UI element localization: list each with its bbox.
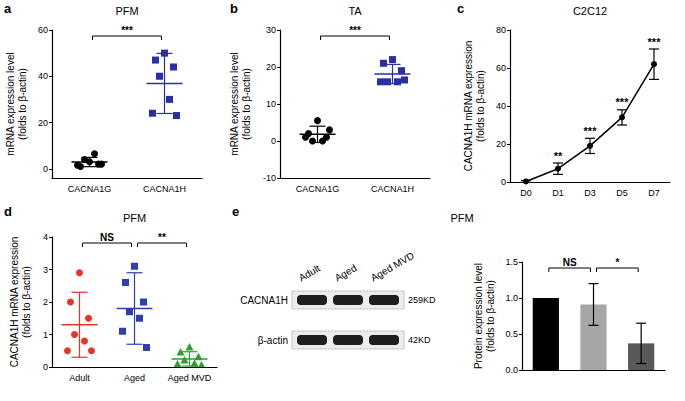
svg-text:CACNA1G: CACNA1G bbox=[68, 184, 112, 194]
svg-text:***: *** bbox=[349, 25, 361, 36]
svg-text:0: 0 bbox=[43, 362, 48, 372]
svg-text:mRNA expression level: mRNA expression level bbox=[229, 52, 240, 155]
svg-text:60: 60 bbox=[38, 25, 48, 35]
svg-text:42KD: 42KD bbox=[408, 335, 431, 345]
svg-text:0.0: 0.0 bbox=[505, 365, 518, 375]
svg-text:0.5: 0.5 bbox=[505, 329, 518, 339]
svg-text:Aged: Aged bbox=[124, 373, 145, 383]
svg-text:PFM: PFM bbox=[115, 5, 138, 17]
svg-text:(folds to β-actin): (folds to β-actin) bbox=[485, 280, 496, 352]
svg-text:CACNA1H: CACNA1H bbox=[143, 184, 186, 194]
svg-text:60: 60 bbox=[496, 63, 506, 73]
svg-text:1.5: 1.5 bbox=[505, 257, 518, 267]
svg-text:D3: D3 bbox=[584, 188, 596, 198]
svg-text:D0: D0 bbox=[520, 188, 532, 198]
svg-text:PFM: PFM bbox=[123, 212, 146, 224]
svg-text:***: *** bbox=[616, 96, 630, 108]
svg-text:Protein expression level: Protein expression level bbox=[473, 263, 484, 369]
svg-text:20: 20 bbox=[38, 118, 48, 128]
svg-text:e: e bbox=[232, 204, 239, 219]
svg-text:Aged: Aged bbox=[333, 262, 359, 283]
svg-text:40: 40 bbox=[496, 101, 506, 111]
svg-text:(folds to β-actin): (folds to β-actin) bbox=[17, 68, 28, 140]
svg-text:Aged MVD: Aged MVD bbox=[369, 250, 416, 284]
svg-text:CACNA1H mRNA expression: CACNA1H mRNA expression bbox=[9, 237, 20, 368]
svg-text:**: ** bbox=[158, 232, 166, 243]
svg-text:Aged MVD: Aged MVD bbox=[168, 373, 212, 383]
svg-text:D1: D1 bbox=[552, 188, 564, 198]
svg-text:0: 0 bbox=[43, 164, 48, 174]
svg-text:(folds to β-actin): (folds to β-actin) bbox=[21, 266, 32, 338]
svg-text:20: 20 bbox=[266, 62, 276, 72]
svg-text:40: 40 bbox=[38, 71, 48, 81]
svg-text:d: d bbox=[4, 204, 12, 219]
svg-text:*: * bbox=[615, 257, 619, 268]
svg-text:30: 30 bbox=[266, 25, 276, 35]
svg-text:c: c bbox=[457, 1, 464, 16]
svg-text:***: *** bbox=[584, 125, 598, 137]
svg-text:20: 20 bbox=[496, 139, 506, 149]
svg-text:1.0: 1.0 bbox=[505, 293, 518, 303]
svg-text:CACNA1H: CACNA1H bbox=[240, 295, 288, 306]
svg-text:3: 3 bbox=[43, 265, 48, 275]
svg-text:CACNA1G: CACNA1G bbox=[296, 184, 340, 194]
svg-text:0: 0 bbox=[501, 177, 506, 187]
svg-text:b: b bbox=[230, 1, 238, 16]
svg-text:PFM: PFM bbox=[450, 212, 473, 224]
svg-text:(folds to β-actin): (folds to β-actin) bbox=[241, 68, 252, 140]
svg-text:-10: -10 bbox=[263, 173, 276, 183]
svg-text:***: *** bbox=[648, 36, 662, 48]
svg-text:0: 0 bbox=[271, 136, 276, 146]
svg-text:80: 80 bbox=[496, 25, 506, 35]
svg-text:***: *** bbox=[121, 25, 133, 36]
svg-text:C2C12: C2C12 bbox=[573, 5, 607, 17]
svg-text:CACNA1H: CACNA1H bbox=[371, 184, 414, 194]
svg-text:2: 2 bbox=[43, 297, 48, 307]
svg-text:Adult: Adult bbox=[69, 373, 90, 383]
svg-text:(folds to β-actin): (folds to β-actin) bbox=[475, 70, 486, 142]
svg-text:TA: TA bbox=[348, 5, 362, 17]
svg-text:mRNA expression level: mRNA expression level bbox=[5, 52, 16, 155]
svg-text:β-actin: β-actin bbox=[258, 335, 288, 346]
svg-text:1: 1 bbox=[43, 330, 48, 340]
svg-text:10: 10 bbox=[266, 99, 276, 109]
svg-text:NS: NS bbox=[563, 257, 577, 268]
svg-text:a: a bbox=[4, 1, 12, 16]
svg-text:CACNA1H mRNA expression: CACNA1H mRNA expression bbox=[463, 41, 474, 172]
svg-text:**: ** bbox=[554, 150, 563, 162]
svg-text:D5: D5 bbox=[616, 188, 628, 198]
svg-text:4: 4 bbox=[43, 232, 48, 242]
svg-text:259KD: 259KD bbox=[408, 295, 436, 305]
svg-text:Adult: Adult bbox=[297, 262, 322, 283]
svg-text:NS: NS bbox=[100, 232, 114, 243]
svg-text:D7: D7 bbox=[648, 188, 660, 198]
